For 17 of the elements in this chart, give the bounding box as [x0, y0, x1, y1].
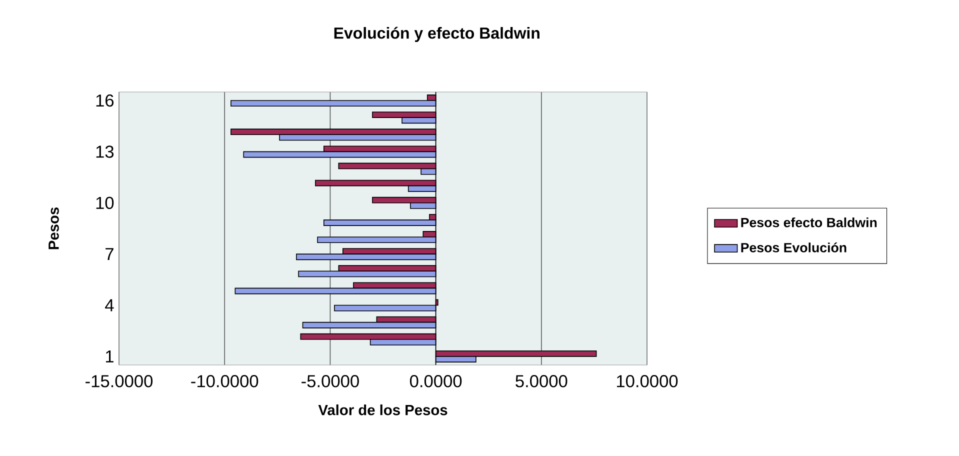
x-tick-label: -10.0000	[191, 375, 258, 388]
y-tick-label: 10	[96, 196, 114, 210]
legend-label: Pesos efecto Baldwin	[741, 217, 877, 228]
x-tick-label: -5.0000	[302, 375, 359, 388]
y-axis-title: Pesos	[48, 207, 59, 250]
y-tick-label: 4	[105, 299, 114, 312]
y-tick-label: 16	[96, 94, 114, 107]
x-tick-label: 5.0000	[516, 375, 568, 388]
y-tick-label: 13	[96, 146, 114, 158]
legend-label: Pesos Evolución	[741, 242, 846, 252]
x-tick-label: -15.0000	[86, 375, 153, 388]
x-tick-label: 0.0000	[410, 375, 462, 388]
y-tick-label: 1	[106, 350, 114, 362]
y-tick-label: 7	[106, 248, 114, 260]
x-tick-label: 10.0000	[616, 375, 678, 388]
x-axis-title: Valor de los Pesos	[318, 404, 448, 416]
chart-title: Evolución y efecto Baldwin	[334, 26, 540, 42]
